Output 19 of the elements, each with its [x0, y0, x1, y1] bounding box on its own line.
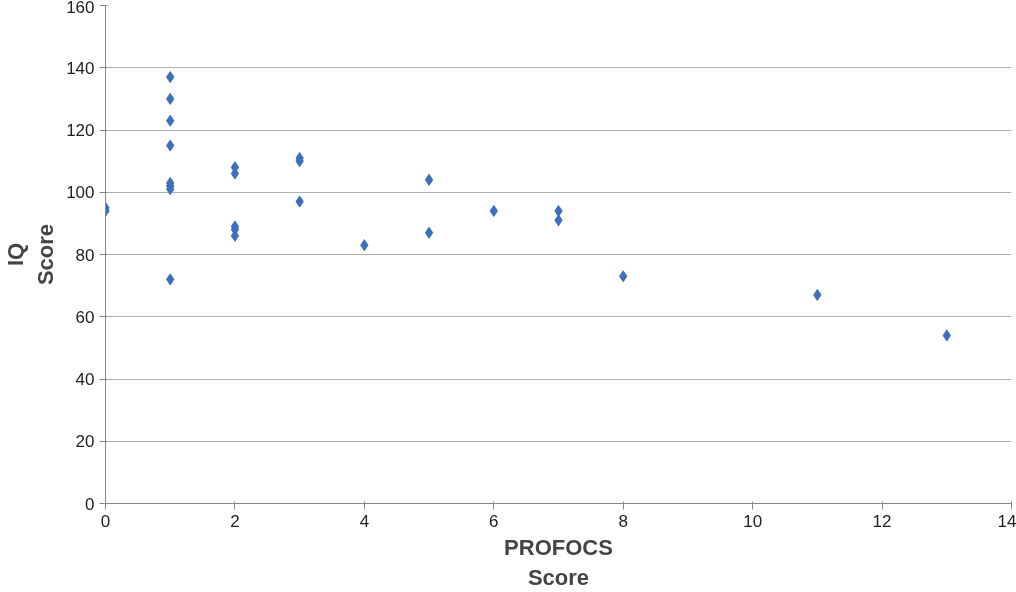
y-tick-label: 160	[66, 0, 95, 17]
x-tick-label: 6	[489, 511, 499, 531]
x-tick-label: 10	[743, 511, 763, 531]
y-tick-label: 140	[66, 58, 95, 78]
y-tick-label: 80	[75, 245, 95, 265]
y-tick-label: 100	[66, 183, 95, 203]
y-tick-label: 60	[75, 307, 95, 327]
y-tick-label: 40	[75, 370, 95, 389]
y-tick-label: 20	[75, 432, 95, 452]
x-tick-label: 14	[997, 511, 1016, 531]
x-tick-label: 12	[872, 511, 892, 531]
y-tick-label: 0	[85, 494, 95, 514]
y-tick-label: 120	[66, 121, 95, 140]
x-tick-label: 2	[230, 511, 240, 531]
y-axis-title: IQ Score	[3, 223, 59, 286]
x-tick-label: 8	[618, 511, 628, 531]
x-tick-label: 4	[359, 511, 370, 531]
x-tick-label: 0	[100, 511, 111, 531]
x-axis-title: PROFOCS Score	[504, 534, 613, 590]
